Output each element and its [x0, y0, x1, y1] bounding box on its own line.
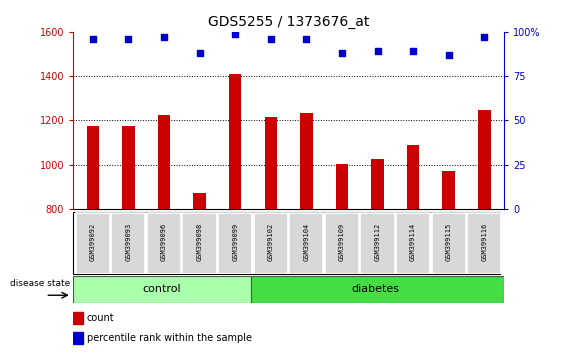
Text: GSM399092: GSM399092	[90, 223, 96, 261]
Point	[88, 36, 97, 42]
Bar	[229, 74, 242, 209]
Bar	[75, 213, 110, 274]
Text: GSM399104: GSM399104	[303, 223, 309, 261]
Point	[373, 48, 382, 54]
Bar	[254, 213, 288, 274]
Bar	[193, 193, 206, 209]
Bar	[182, 213, 217, 274]
Bar	[360, 213, 395, 274]
Bar	[147, 213, 181, 274]
Text: GSM399098: GSM399098	[196, 223, 203, 261]
Bar	[265, 117, 277, 209]
Text: GSM399112: GSM399112	[374, 223, 381, 261]
Text: GSM399109: GSM399109	[339, 223, 345, 261]
Text: GSM399102: GSM399102	[268, 223, 274, 261]
Text: GSM399096: GSM399096	[161, 223, 167, 261]
Title: GDS5255 / 1373676_at: GDS5255 / 1373676_at	[208, 16, 369, 29]
Bar	[407, 145, 419, 209]
Bar	[300, 113, 312, 209]
Bar	[336, 164, 348, 209]
Point	[159, 34, 168, 40]
Point	[409, 48, 418, 54]
Bar	[432, 213, 466, 274]
Bar	[87, 126, 99, 209]
Bar	[73, 276, 251, 303]
Point	[480, 34, 489, 40]
Text: percentile rank within the sample: percentile rank within the sample	[87, 333, 252, 343]
Text: disease state: disease state	[10, 279, 70, 288]
Text: count: count	[87, 313, 115, 323]
Text: GSM399099: GSM399099	[232, 223, 238, 261]
Text: control: control	[143, 284, 181, 295]
Point	[444, 52, 453, 58]
Point	[195, 50, 204, 56]
Bar	[325, 213, 359, 274]
Point	[337, 50, 346, 56]
Text: diabetes: diabetes	[352, 284, 400, 295]
Point	[124, 36, 133, 42]
Point	[302, 36, 311, 42]
Bar	[478, 110, 490, 209]
Bar	[73, 312, 83, 324]
Text: GSM399093: GSM399093	[126, 223, 131, 261]
Text: GSM399116: GSM399116	[481, 223, 488, 261]
Bar	[111, 213, 145, 274]
Bar	[218, 213, 252, 274]
Bar	[396, 213, 430, 274]
Bar	[467, 213, 502, 274]
Bar	[443, 171, 455, 209]
Bar	[371, 159, 384, 209]
Bar	[289, 213, 323, 274]
Bar	[251, 276, 504, 303]
Text: GSM399115: GSM399115	[446, 223, 452, 261]
Bar	[158, 115, 170, 209]
Point	[266, 36, 275, 42]
Bar	[73, 332, 83, 344]
Point	[231, 31, 240, 36]
Bar	[122, 126, 135, 209]
Text: GSM399114: GSM399114	[410, 223, 416, 261]
